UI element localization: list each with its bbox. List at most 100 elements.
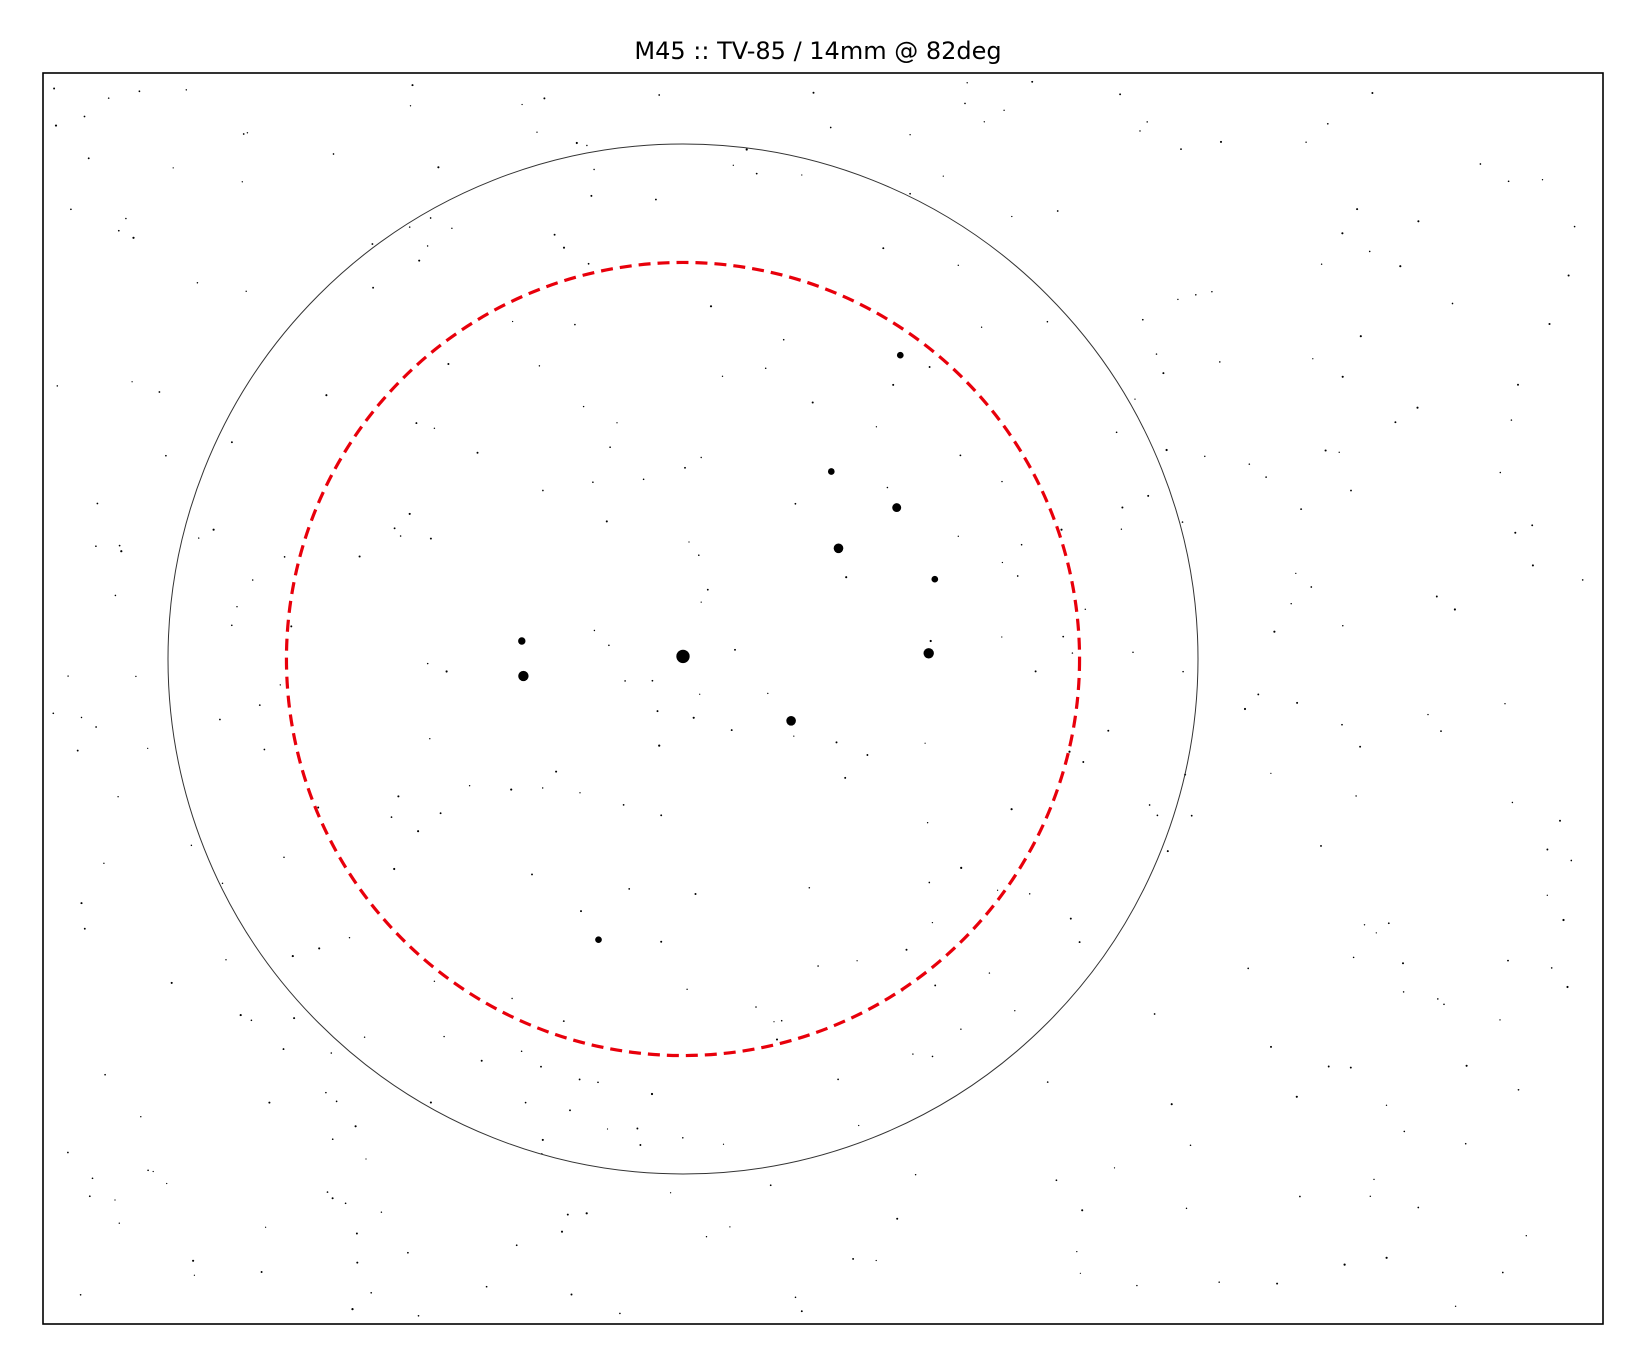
- faint-star: [811, 401, 814, 404]
- faint-star: [1153, 1013, 1156, 1015]
- faint-star: [1570, 859, 1573, 862]
- faint-star: [242, 133, 245, 135]
- faint-star: [566, 1213, 569, 1216]
- faint-star: [331, 1138, 334, 1141]
- faint-star: [114, 594, 117, 597]
- faint-star: [117, 229, 120, 232]
- faint-star: [682, 1137, 684, 1139]
- faint-star: [1546, 848, 1549, 851]
- faint-star: [1416, 406, 1419, 409]
- faint-star: [582, 405, 585, 408]
- faint-star: [686, 988, 688, 991]
- faint-star: [76, 749, 79, 752]
- faint-star: [118, 1222, 120, 1224]
- faint-star: [1134, 398, 1136, 400]
- faint-star: [1296, 701, 1299, 704]
- faint-star: [1387, 922, 1390, 925]
- faint-star: [418, 259, 421, 262]
- faint-star: [372, 286, 375, 289]
- faint-star: [1189, 1144, 1192, 1147]
- faint-star: [912, 1053, 914, 1055]
- faint-star: [1046, 1081, 1049, 1083]
- faint-star: [1170, 1103, 1173, 1106]
- faint-star: [433, 980, 436, 982]
- faint-star: [152, 1170, 154, 1173]
- faint-star: [957, 535, 959, 537]
- faint-star: [1211, 290, 1213, 293]
- faint-star: [745, 148, 748, 151]
- faint-star: [1320, 844, 1322, 847]
- faint-star: [852, 1257, 855, 1260]
- bright-star: [896, 351, 904, 359]
- faint-star: [1499, 471, 1502, 474]
- faint-star: [892, 383, 895, 386]
- faint-star: [193, 1274, 196, 1276]
- faint-star: [190, 844, 193, 847]
- faint-star: [619, 1312, 621, 1315]
- faint-star: [800, 1310, 803, 1313]
- faint-star: [1001, 636, 1003, 638]
- faint-star: [230, 624, 233, 627]
- faint-star: [808, 886, 811, 889]
- faint-star: [1147, 494, 1150, 497]
- faint-star: [439, 812, 442, 815]
- faint-star: [1338, 451, 1340, 453]
- faint-star: [1115, 431, 1118, 434]
- faint-star: [1132, 651, 1134, 654]
- faint-star: [1531, 564, 1534, 567]
- faint-star: [773, 1021, 775, 1023]
- faint-star: [1562, 918, 1565, 922]
- faint-star: [1011, 215, 1013, 218]
- faint-star: [658, 94, 661, 96]
- faint-star: [541, 787, 544, 789]
- faint-star: [192, 1259, 195, 1262]
- faint-star: [650, 1092, 654, 1096]
- faint-star: [221, 882, 224, 885]
- bright-star: [518, 637, 526, 645]
- faint-star: [468, 785, 471, 787]
- faint-star: [928, 366, 931, 368]
- faint-star: [960, 866, 963, 869]
- faint-star: [875, 1259, 877, 1262]
- faint-star: [1079, 1272, 1082, 1274]
- faint-star: [553, 233, 556, 236]
- faint-star: [88, 1195, 91, 1198]
- faint-star: [1082, 761, 1085, 763]
- faint-star: [1359, 745, 1362, 748]
- faint-star: [905, 948, 908, 951]
- faint-star: [54, 124, 58, 127]
- faint-star: [166, 1182, 168, 1185]
- faint-star: [1517, 383, 1519, 386]
- faint-star: [694, 892, 697, 896]
- faint-star: [1371, 92, 1374, 94]
- faint-star: [1146, 121, 1148, 123]
- faint-star: [251, 579, 254, 581]
- faint-star: [1373, 1178, 1375, 1181]
- faint-star: [837, 1078, 839, 1081]
- faint-star: [562, 246, 566, 249]
- faint-star: [829, 126, 832, 129]
- faint-star: [1136, 1284, 1138, 1287]
- faint-star: [241, 181, 243, 183]
- faint-star: [67, 675, 69, 677]
- faint-star: [1350, 489, 1352, 492]
- faint-star: [592, 481, 594, 483]
- faint-star: [812, 91, 815, 94]
- faint-star: [705, 1236, 708, 1238]
- faint-star: [1028, 893, 1031, 895]
- faint-star: [531, 873, 533, 876]
- faint-star: [1437, 998, 1439, 1000]
- faint-star: [1507, 180, 1510, 183]
- faint-star: [67, 1151, 69, 1154]
- faint-star: [1107, 729, 1110, 732]
- faint-star: [801, 174, 803, 176]
- faint-star: [636, 1127, 639, 1130]
- faint-star: [56, 385, 59, 387]
- faint-stars-layer: [52, 80, 1584, 1317]
- faint-star: [390, 816, 393, 818]
- faint-star: [511, 997, 513, 1000]
- faint-star: [409, 105, 412, 107]
- faint-star: [856, 960, 858, 962]
- faint-star: [688, 541, 690, 543]
